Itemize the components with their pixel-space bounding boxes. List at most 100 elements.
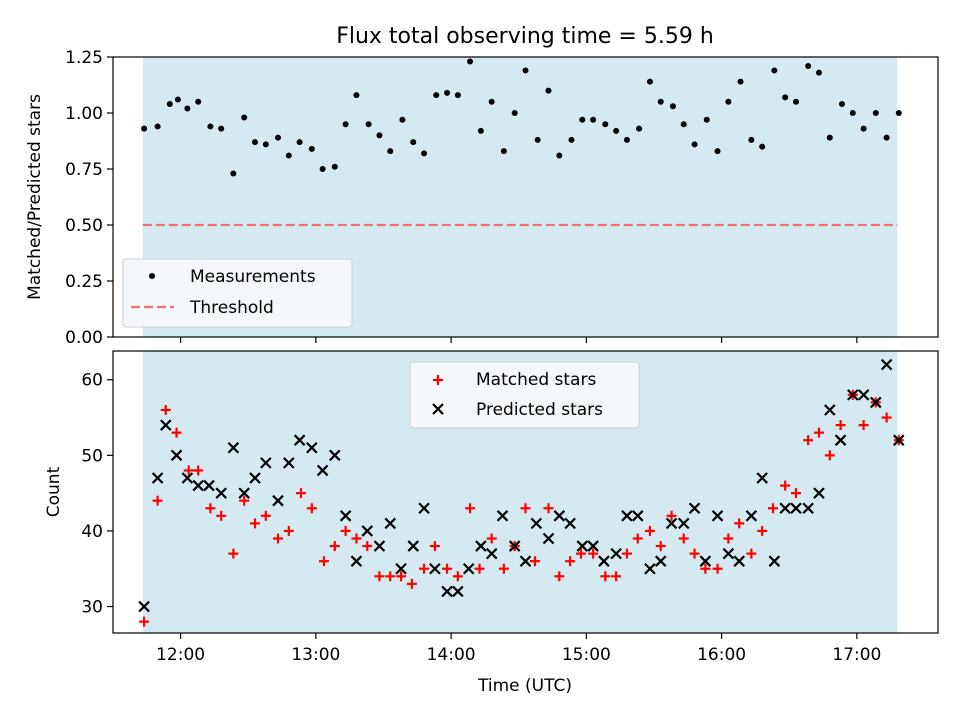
matched-star-point	[498, 563, 509, 574]
predicted-star-point	[316, 464, 329, 477]
measurement-point	[636, 125, 643, 132]
predicted-star-point	[631, 510, 644, 522]
measurement-point	[782, 94, 789, 101]
matched-star-point	[734, 518, 745, 529]
matched-star-point	[228, 548, 239, 559]
count-y-tick-label: 50	[81, 446, 103, 466]
predicted-star-point	[159, 419, 172, 431]
measurement-point	[838, 101, 845, 108]
measurement-point	[399, 116, 406, 123]
predicted-star-point	[227, 441, 240, 454]
predicted-star-point	[441, 585, 453, 598]
predicted-star-point	[893, 434, 905, 446]
legend-matched-label: Matched stars	[476, 370, 596, 390]
measurement-point	[511, 110, 518, 116]
count-y-tick-label: 30	[81, 598, 103, 618]
measurement-point	[691, 141, 698, 148]
matched-star-point	[520, 503, 531, 514]
matched-star-point	[803, 435, 814, 446]
matched-star-point	[429, 541, 440, 552]
matched-star-point	[588, 548, 599, 559]
predicted-star-point	[306, 441, 318, 454]
measurement-point	[883, 134, 890, 141]
predicted-star-point	[181, 472, 194, 484]
matched-star-point	[374, 571, 385, 582]
predicted-star-point	[496, 510, 509, 522]
measurement-point	[568, 136, 575, 143]
measurement-point	[444, 89, 451, 96]
predicted-star-point	[350, 555, 363, 567]
measurement-point	[805, 62, 812, 69]
matched-star-point	[655, 541, 666, 552]
predicted-star-point	[665, 517, 678, 530]
measurement-point	[296, 139, 303, 146]
measurement-point	[353, 92, 360, 99]
predicted-star-point	[847, 389, 859, 401]
measurement-point	[433, 92, 440, 99]
measurement-point	[275, 134, 281, 141]
measurement-point	[488, 98, 495, 105]
predicted-star-point	[462, 562, 475, 575]
measurement-point	[195, 98, 202, 105]
legend-predicted-marker	[432, 403, 444, 415]
measurement-point	[849, 110, 856, 116]
predicted-star-point	[542, 532, 555, 545]
matched-star-point	[824, 450, 835, 461]
predicted-star-point	[170, 449, 183, 462]
measurement-point	[792, 98, 799, 105]
predicted-star-point	[553, 510, 566, 522]
predicted-star-point	[151, 472, 164, 484]
matched-star-point	[757, 525, 768, 536]
predicted-star-point	[834, 434, 847, 446]
matched-star-point	[543, 503, 554, 514]
predicted-star-point	[813, 487, 825, 499]
legend-measurements-label: Measurements	[190, 267, 316, 287]
matched-star-point	[858, 420, 869, 431]
matched-star-point	[474, 563, 485, 574]
measurement-point	[387, 148, 394, 155]
measurement-point	[331, 163, 338, 170]
predicted-star-point	[395, 562, 407, 575]
ratio-y-axis-label: Matched/Predicted stars	[25, 94, 45, 300]
predicted-star-point	[756, 472, 768, 484]
measurement-point	[285, 152, 292, 159]
matched-star-point	[250, 518, 261, 529]
matched-star-point	[486, 533, 497, 544]
legend-matched-marker	[433, 375, 443, 385]
matched-star-point	[216, 510, 227, 521]
predicted-star-point	[610, 547, 622, 560]
matched-star-point	[306, 503, 317, 514]
measurement-point	[657, 98, 664, 105]
measurement-point	[737, 78, 744, 85]
predicted-star-point	[293, 434, 306, 446]
measurement-point	[556, 152, 563, 159]
matched-star-point	[139, 616, 150, 627]
ratio-y-tick-label: 1.25	[65, 48, 103, 68]
measurement-point	[500, 148, 507, 155]
matched-star-point	[442, 563, 453, 574]
matched-star-point	[712, 563, 723, 574]
measurement-point	[759, 143, 766, 150]
predicted-star-point	[733, 555, 745, 567]
count-x-tick-label: 14:00	[427, 645, 476, 665]
predicted-star-point	[699, 555, 712, 567]
measurement-point	[545, 87, 552, 94]
measurement-point	[252, 139, 259, 146]
measurement-point	[872, 110, 879, 116]
predicted-star-point	[260, 457, 272, 469]
matched-star-point	[283, 525, 294, 536]
predicted-star-point	[508, 540, 521, 552]
matched-star-point	[295, 488, 306, 499]
matched-star-point	[746, 548, 757, 559]
predicted-star-point	[870, 396, 882, 409]
measurement-point	[365, 121, 372, 128]
legend-measurements-marker	[149, 273, 155, 279]
predicted-star-point	[203, 479, 215, 492]
predicted-star-point	[418, 502, 430, 515]
measurement-point	[826, 134, 833, 141]
measurement-point	[308, 145, 315, 152]
matched-star-point	[406, 578, 417, 589]
predicted-star-point	[452, 585, 464, 598]
predicted-star-point	[373, 540, 386, 552]
